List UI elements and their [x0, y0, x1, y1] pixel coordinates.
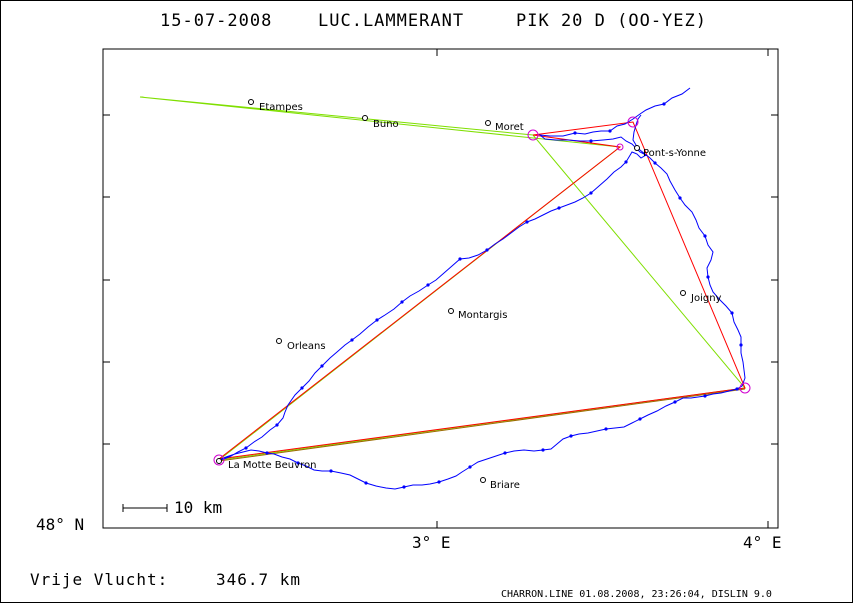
distance-label: Vrije Vlucht: [30, 570, 168, 589]
title-glider: PIK 20 D (OO-YEZ) [516, 11, 707, 31]
lon-label-3e: 3° E [412, 533, 451, 552]
place-label-orleans: Orleans [287, 341, 326, 352]
place-dot-etampes [248, 99, 254, 105]
place-label-joigny: Joigny [690, 293, 722, 304]
turnpoints [213, 116, 751, 466]
turnpoint-circle [627, 116, 639, 128]
lat-label: 48° N [36, 515, 84, 534]
place-label-montargis: Montargis [458, 310, 507, 321]
task-route [217, 121, 746, 460]
map-frame [102, 48, 779, 529]
lon-label-4e: 4° E [743, 533, 782, 552]
place-dot-joigny [680, 290, 686, 296]
scale-bar [122, 504, 168, 512]
place-dot-buno [362, 115, 368, 121]
turnpoint-circle [739, 382, 751, 394]
title-date: 15-07-2008 [160, 11, 272, 31]
place-dot-pont-s-yonne [634, 145, 640, 151]
place-dot-orleans [276, 338, 282, 344]
lon-ticks [436, 49, 769, 528]
place-label-buno: Buno [373, 119, 399, 130]
footer-credit: CHARRON.LINE 01.08.2008, 23:26:04, DISLI… [501, 589, 772, 600]
place-label-moret: Moret [495, 122, 524, 133]
place-label-pont-s-yonne: Pont-s-Yonne [643, 148, 706, 159]
place-label-briare: Briare [490, 480, 520, 491]
place-markers [216, 99, 686, 483]
final-leg [218, 388, 746, 462]
distance-value: 346.7 km [216, 570, 301, 589]
place-label-la-motte-beuvron: La Motte Beuvron [228, 460, 316, 471]
turnpoint-circle [213, 454, 225, 466]
place-dot-montargis [448, 308, 454, 314]
place-label-etampes: Etampes [259, 102, 303, 113]
title-pilot: LUC.LAMMERANT [318, 11, 464, 31]
place-dot-moret [485, 120, 491, 126]
turnpoint-circle [616, 143, 624, 151]
place-dot-briare [480, 477, 486, 483]
scale-label: 10 km [174, 498, 222, 517]
place-dot-la-motte-beuvron [216, 458, 222, 464]
lat-ticks [103, 114, 778, 445]
turnpoint-circle [527, 129, 539, 141]
track-markers [244, 102, 743, 489]
